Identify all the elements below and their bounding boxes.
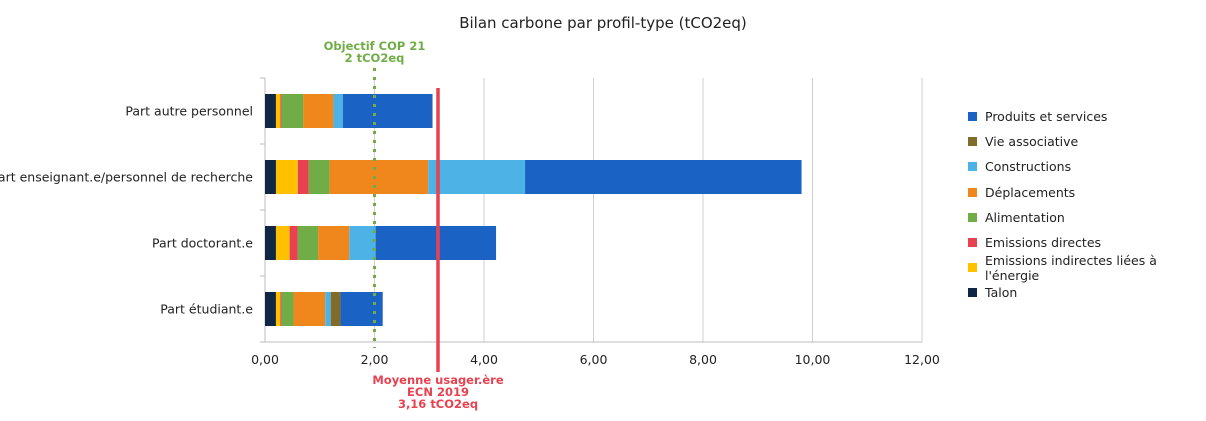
bar-segment [275, 292, 281, 326]
bar-segment [525, 160, 802, 194]
reference-label: Objectif COP 21 [324, 39, 426, 53]
bar-segment [308, 160, 330, 194]
bar-segment [265, 94, 276, 128]
legend-item: Constructions [968, 154, 1206, 179]
legend-swatch [968, 162, 977, 172]
legend-item: Emissions directes [968, 230, 1206, 255]
chart-title: Bilan carbone par profil-type (tCO2eq) [459, 14, 747, 32]
bar-segment [293, 292, 326, 326]
reference-label: Moyenne usager.ère [372, 373, 504, 387]
bar-segment [318, 226, 350, 260]
bar-segment [280, 292, 282, 326]
x-tick-label: 12,00 [904, 352, 940, 367]
legend-swatch [968, 187, 977, 197]
bar-segment [428, 160, 526, 194]
bar-segment [297, 226, 319, 260]
bar-segment [265, 292, 276, 326]
bar-segment [275, 94, 281, 128]
reference-label: 3,16 tCO2eq [398, 397, 478, 411]
legend-swatch [968, 238, 977, 248]
x-tick-label: 8,00 [689, 352, 717, 367]
legend-swatch [968, 112, 977, 122]
bar-segment [265, 160, 276, 194]
category-label: Part étudiant.e [160, 302, 253, 317]
chart-legend: Produits et services Vie associative Const… [968, 104, 1206, 306]
x-tick-label: 4,00 [470, 352, 498, 367]
legend-label: Constructions [985, 159, 1072, 175]
x-tick-label: 6,00 [580, 352, 608, 367]
reference-label: 2 tCO2eq [345, 51, 405, 65]
legend-item: Déplacements [968, 180, 1206, 205]
category-label: Part autre personnel [125, 104, 253, 119]
bar-segment [275, 160, 298, 194]
bar-segment [325, 292, 331, 326]
x-tick-label: 2,00 [361, 352, 389, 367]
bar-segment [289, 226, 298, 260]
x-tick-label: 0,00 [251, 352, 279, 367]
bar-segment [330, 292, 341, 326]
bar-segment [303, 94, 334, 128]
legend-label: Vie associative [985, 134, 1079, 150]
category-label: Part doctorant.e [152, 236, 253, 251]
legend-swatch [968, 212, 977, 222]
bar-segment [342, 94, 433, 128]
bar-segment [375, 226, 497, 260]
bar-segment [280, 94, 282, 128]
legend-swatch [968, 137, 977, 147]
legend-item: Emissions indirectes liées à l'énergie [968, 252, 1206, 283]
bar-segment [281, 94, 304, 128]
x-tick-label: 10,00 [795, 352, 831, 367]
bar-segment [340, 292, 383, 326]
bar-segment [275, 226, 290, 260]
bar-segment [281, 292, 294, 326]
legend-label: Alimentation [985, 209, 1065, 225]
legend-item: Talon [968, 280, 1206, 305]
legend-label: Produits et services [985, 109, 1108, 125]
bar-segment [333, 94, 343, 128]
legend-item: Vie associative [968, 129, 1206, 154]
legend-swatch [968, 263, 977, 273]
bar-segment [329, 160, 429, 194]
category-label: Part enseignant.e/personnel de recherche [0, 170, 253, 185]
legend-item: Alimentation [968, 205, 1206, 230]
reference-label: ECN 2019 [407, 385, 469, 399]
legend-label: Déplacements [985, 184, 1076, 200]
legend-label: Emissions indirectes liées à l'énergie [985, 252, 1157, 283]
legend-label: Talon [985, 285, 1018, 301]
bar-segment [297, 160, 309, 194]
bar-segment [349, 226, 376, 260]
legend-item: Produits et services [968, 104, 1206, 129]
legend-swatch [968, 288, 977, 298]
legend-label: Emissions directes [985, 235, 1102, 251]
bar-segment [265, 226, 276, 260]
